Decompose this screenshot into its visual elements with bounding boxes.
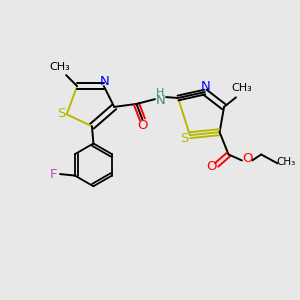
Text: F: F — [50, 168, 57, 181]
Text: S: S — [57, 107, 65, 120]
Text: N: N — [200, 80, 210, 93]
Text: S: S — [180, 132, 189, 145]
Text: N: N — [100, 75, 109, 88]
Text: O: O — [137, 119, 148, 132]
Text: CH₃: CH₃ — [277, 157, 296, 167]
Text: N: N — [155, 94, 165, 106]
Text: CH₃: CH₃ — [49, 62, 70, 72]
Text: CH₃: CH₃ — [232, 83, 252, 94]
Text: H: H — [156, 88, 164, 98]
Text: O: O — [206, 160, 217, 173]
Text: O: O — [242, 152, 253, 164]
